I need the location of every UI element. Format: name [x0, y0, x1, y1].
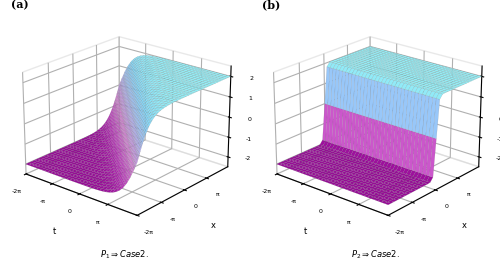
- Text: $P_2 \Rightarrow Case2.$: $P_2 \Rightarrow Case2.$: [351, 248, 400, 261]
- Y-axis label: x: x: [462, 221, 467, 230]
- Text: (a): (a): [12, 0, 29, 11]
- X-axis label: t: t: [304, 227, 308, 236]
- Text: $P_1 \Rightarrow Case2.$: $P_1 \Rightarrow Case2.$: [100, 248, 149, 261]
- X-axis label: t: t: [53, 227, 56, 236]
- Y-axis label: x: x: [211, 221, 216, 230]
- Text: (b): (b): [262, 0, 280, 11]
